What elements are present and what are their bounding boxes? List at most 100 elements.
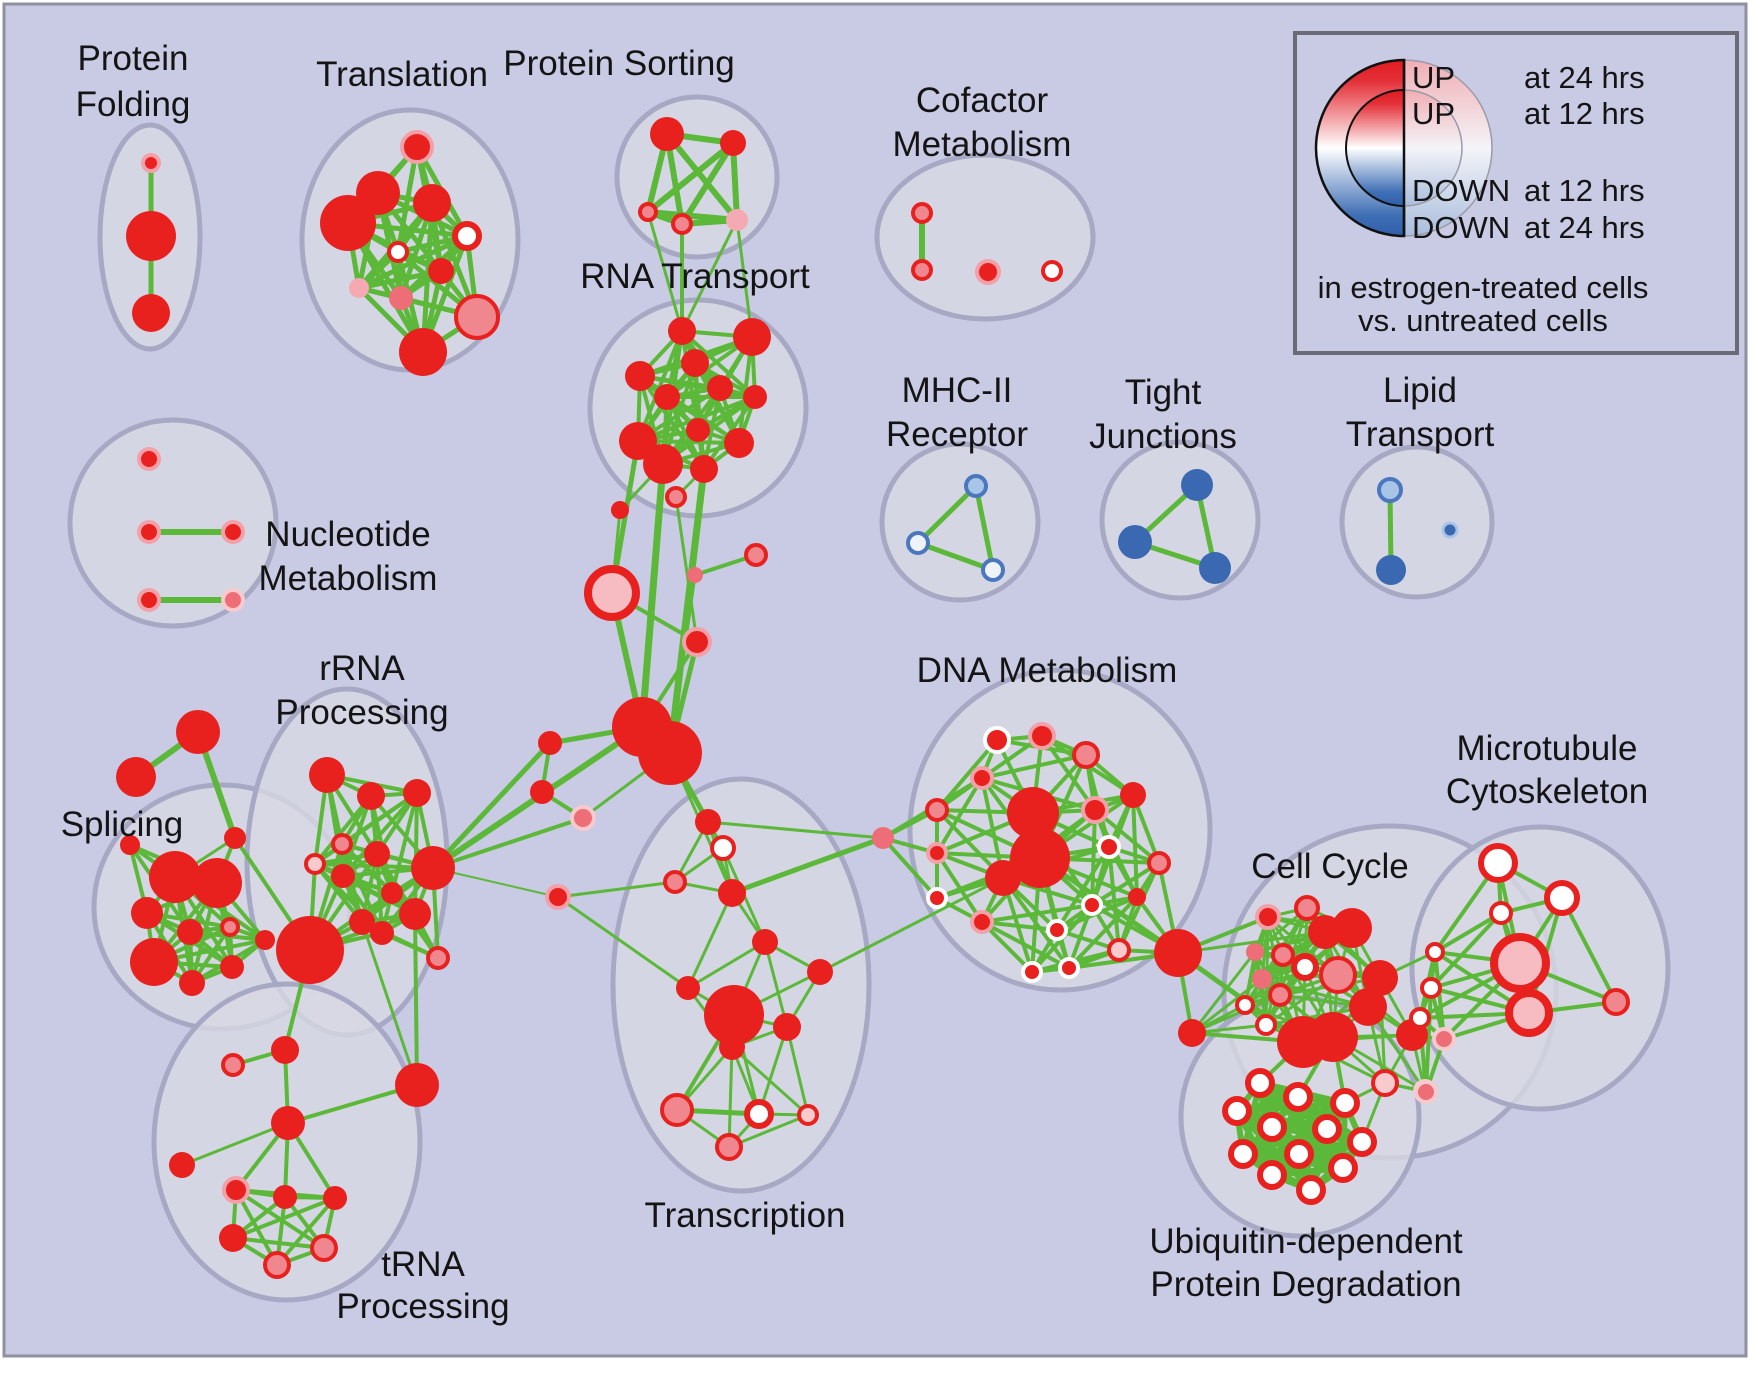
node xyxy=(687,567,703,583)
node xyxy=(137,520,161,544)
node xyxy=(323,1186,347,1210)
node xyxy=(137,588,161,612)
cluster-label: Protein Degradation xyxy=(1150,1265,1461,1304)
node xyxy=(1296,1175,1326,1205)
node xyxy=(454,294,500,340)
legend-direction-label: DOWN xyxy=(1412,173,1510,208)
node xyxy=(1010,828,1070,888)
cluster-cofactor-metabolism xyxy=(874,152,1096,322)
edge xyxy=(915,483,979,546)
cluster-label: Metabolism xyxy=(893,125,1072,164)
edge xyxy=(341,791,419,878)
edge xyxy=(1190,977,1264,1035)
edge xyxy=(180,1121,290,1167)
node xyxy=(221,1053,245,1077)
edge xyxy=(313,794,373,866)
node xyxy=(1362,960,1398,996)
edge xyxy=(360,920,419,1087)
cluster-mhc-ii-receptor xyxy=(879,441,1041,603)
node xyxy=(130,938,178,986)
node xyxy=(1246,943,1264,961)
cluster-transcription xyxy=(610,776,872,1194)
node xyxy=(381,882,403,904)
node xyxy=(584,565,640,621)
legend-time-label: at 12 hrs xyxy=(1524,96,1645,131)
cluster-label: Tight xyxy=(1125,373,1202,412)
node xyxy=(695,809,721,835)
node xyxy=(1107,938,1131,962)
node xyxy=(126,211,176,261)
node xyxy=(985,860,1021,896)
node xyxy=(1332,908,1372,948)
legend: UP at 24 hrs UP at 12 hrs DOWN at 12 hrs DOWN a… xyxy=(1293,31,1739,355)
node xyxy=(1097,835,1121,859)
node xyxy=(807,959,833,985)
edge xyxy=(686,891,734,990)
cluster-label: Lipid xyxy=(1383,371,1457,410)
node xyxy=(643,444,683,484)
node xyxy=(1021,961,1043,983)
node xyxy=(925,798,949,822)
node xyxy=(132,294,170,332)
edge xyxy=(413,912,419,1087)
edge xyxy=(638,460,667,731)
node xyxy=(1041,260,1063,282)
node xyxy=(1178,1019,1206,1047)
node xyxy=(222,1176,250,1204)
edge xyxy=(1090,808,1097,907)
node xyxy=(1319,956,1357,994)
node xyxy=(1147,851,1171,875)
edge xyxy=(1433,950,1446,1041)
node xyxy=(1120,782,1146,808)
node xyxy=(192,858,242,908)
node xyxy=(744,543,768,567)
edge xyxy=(286,1083,419,1125)
node xyxy=(1544,880,1580,916)
node xyxy=(611,501,629,519)
node xyxy=(719,1034,745,1060)
node xyxy=(1377,477,1403,503)
node xyxy=(428,258,454,284)
edge xyxy=(973,483,996,573)
node xyxy=(660,1093,694,1127)
node xyxy=(1271,943,1295,967)
edge xyxy=(1429,911,1503,990)
node xyxy=(710,835,736,861)
node xyxy=(276,916,344,984)
node xyxy=(221,520,245,544)
node xyxy=(1154,929,1202,977)
legend-time-label: at 12 hrs xyxy=(1524,173,1645,208)
node xyxy=(530,780,554,804)
cluster-label: Cofactor xyxy=(916,81,1049,120)
node xyxy=(357,782,385,810)
edge xyxy=(980,920,1059,932)
node xyxy=(690,455,718,483)
node xyxy=(224,827,246,849)
cluster-label: Splicing xyxy=(61,805,184,844)
edge xyxy=(638,374,706,471)
edge xyxy=(679,140,736,227)
node xyxy=(743,385,767,409)
node xyxy=(413,184,451,222)
cluster-label: Nucleotide xyxy=(265,515,430,554)
cluster-label: tRNA xyxy=(381,1245,465,1284)
node xyxy=(1228,1139,1258,1169)
cluster-label: Cytoskeleton xyxy=(1446,772,1648,811)
node xyxy=(665,486,687,508)
node xyxy=(395,1063,439,1107)
node xyxy=(625,361,655,391)
node xyxy=(1376,555,1406,585)
node xyxy=(970,766,994,790)
cluster-label: Cell Cycle xyxy=(1251,847,1409,886)
node xyxy=(179,970,205,996)
edge xyxy=(1190,950,1257,1035)
node xyxy=(773,1013,801,1041)
node xyxy=(1252,969,1272,989)
edge xyxy=(706,820,885,840)
edge xyxy=(686,940,767,990)
node xyxy=(638,721,702,785)
node xyxy=(1255,1014,1277,1036)
node xyxy=(638,202,658,222)
node xyxy=(1118,525,1152,559)
